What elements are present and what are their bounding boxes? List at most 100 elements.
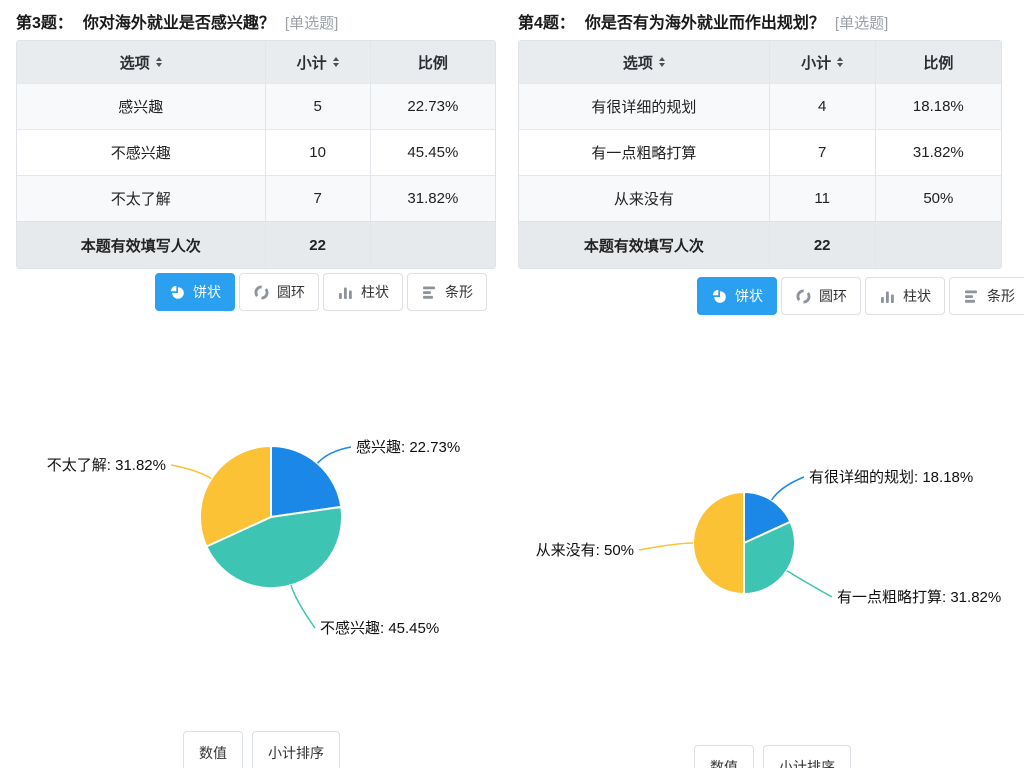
count-cell: 11 <box>769 175 876 221</box>
sort-by-count-button[interactable]: 小计排序 <box>763 745 851 768</box>
footer-empty-cell <box>370 221 495 268</box>
chart-type-buttons-q4: 饼状 圆环 柱状 条形 <box>697 277 1024 315</box>
ratio-cell: 31.82% <box>875 129 1001 175</box>
bar-chart-button[interactable]: 条形 <box>407 273 487 311</box>
table-footer-row: 本题有效填写人次 22 <box>17 221 495 268</box>
donut-chart-button[interactable]: 圆环 <box>781 277 861 315</box>
count-cell: 4 <box>769 83 876 129</box>
column-chart-button[interactable]: 柱状 <box>323 273 403 311</box>
pie-chart-q4: 有很详细的规划: 18.18% 有一点粗略打算: 31.82% 从来没有: 50% <box>536 469 1002 606</box>
donut-chart-button[interactable]: 圆环 <box>239 273 319 311</box>
question-text: 你对海外就业是否感兴趣？ <box>82 15 275 32</box>
footer-label-cell: 本题有效填写人次 <box>519 221 770 268</box>
column-chart-icon <box>339 287 352 299</box>
bar-chart-icon <box>423 286 435 299</box>
question-type-tag: [单选题] <box>284 15 339 32</box>
pie-slice-label: 不太了解: 31.82% <box>47 457 166 474</box>
values-toggle-button[interactable]: 数值 <box>694 745 754 768</box>
sort-icon[interactable] <box>332 57 339 67</box>
results-table-q4: 选项 小计 比例 有很详细的规划 4 18.18% 有一点粗略打算 7 <box>518 40 1002 269</box>
question-type-tag: [单选题] <box>834 15 889 32</box>
footer-label-cell: 本题有效填写人次 <box>17 221 266 268</box>
pie-slice-label: 有很详细的规划: 18.18% <box>809 469 973 486</box>
values-toggle-button[interactable]: 数值 <box>183 731 243 768</box>
pie-label-leader-line <box>316 446 352 464</box>
donut-icon <box>254 285 269 299</box>
column-header-label: 小计 <box>296 54 327 72</box>
ratio-cell: 22.73% <box>370 83 495 129</box>
chart-button-label: 柱状 <box>903 288 931 304</box>
bar-chart-icon <box>965 290 977 303</box>
bottom-buttons-q3: 数值 小计排序 <box>183 731 340 768</box>
table-header-row: 选项 小计 比例 <box>17 41 495 83</box>
question-number: 第4题： <box>518 15 575 32</box>
chart-button-label: 饼状 <box>735 288 763 304</box>
column-header-option[interactable]: 选项 <box>519 41 770 83</box>
table-row: 不太了解 7 31.82% <box>17 175 495 221</box>
pie-icon <box>170 285 184 299</box>
pie-slice-label: 有一点粗略打算: 31.82% <box>837 588 1001 606</box>
count-cell: 7 <box>769 129 876 175</box>
option-cell: 从来没有 <box>519 175 770 221</box>
pie-chart-button[interactable]: 饼状 <box>697 277 777 315</box>
sort-icon[interactable] <box>155 57 162 67</box>
chart-type-buttons-q3: 饼状 圆环 柱状 条形 <box>155 273 487 311</box>
table-row: 感兴趣 5 22.73% <box>17 83 495 129</box>
table-row: 有一点粗略打算 7 31.82% <box>519 129 1001 175</box>
pie-slice[interactable] <box>692 491 745 595</box>
question-3-title: 第3题： 你对海外就业是否感兴趣？ [单选题] <box>16 9 338 33</box>
chart-button-label: 圆环 <box>819 288 847 304</box>
chart-button-label: 柱状 <box>361 284 389 300</box>
question-text: 你是否有为海外就业而作出规划？ <box>584 15 825 32</box>
option-cell: 不感兴趣 <box>17 129 266 175</box>
table-row: 从来没有 11 50% <box>519 175 1001 221</box>
table-row: 有很详细的规划 4 18.18% <box>519 83 1001 129</box>
pie-slice-label: 从来没有: 50% <box>536 542 634 559</box>
question-4-table-wrap: 选项 小计 比例 有很详细的规划 4 18.18% 有一点粗略打算 7 <box>518 40 1002 269</box>
donut-icon <box>796 289 811 303</box>
pie-slice-label: 感兴趣: 22.73% <box>356 439 460 456</box>
column-header-ratio: 比例 <box>875 41 1001 83</box>
count-cell: 5 <box>265 83 371 129</box>
bar-chart-button[interactable]: 条形 <box>949 277 1024 315</box>
column-chart-button[interactable]: 柱状 <box>865 277 945 315</box>
option-cell: 不太了解 <box>17 175 266 221</box>
count-cell: 7 <box>265 175 371 221</box>
chart-button-label: 条形 <box>987 288 1015 304</box>
column-header-count[interactable]: 小计 <box>769 41 876 83</box>
pie-slice[interactable] <box>743 491 792 544</box>
column-header-label: 选项 <box>622 54 653 72</box>
option-cell: 有很详细的规划 <box>519 83 770 129</box>
table-row: 不感兴趣 10 45.45% <box>17 129 495 175</box>
sort-icon[interactable] <box>837 57 844 67</box>
ratio-cell: 50% <box>875 175 1001 221</box>
footer-count-cell: 22 <box>265 221 371 268</box>
pie-slice[interactable] <box>199 445 272 548</box>
chart-button-label: 圆环 <box>277 284 305 300</box>
bottom-buttons-q4: 数值 小计排序 <box>694 745 851 768</box>
pie-label-leader-line <box>290 584 316 629</box>
footer-count-cell: 22 <box>769 221 876 268</box>
column-header-ratio: 比例 <box>370 41 495 83</box>
option-cell: 感兴趣 <box>17 83 266 129</box>
sort-icon[interactable] <box>658 57 665 67</box>
table-header-row: 选项 小计 比例 <box>519 41 1001 83</box>
column-header-count[interactable]: 小计 <box>265 41 371 83</box>
column-chart-icon <box>881 291 894 303</box>
column-header-option[interactable]: 选项 <box>17 41 266 83</box>
pie-chart-button[interactable]: 饼状 <box>155 273 235 311</box>
pie-slice[interactable] <box>270 445 343 518</box>
column-header-label: 小计 <box>801 54 832 72</box>
pie-label-leader-line <box>638 542 694 551</box>
pie-icon <box>712 289 726 303</box>
count-cell: 10 <box>265 129 371 175</box>
pie-chart-q3: 感兴趣: 22.73% 不感兴趣: 45.45% 不太了解: 31.82% <box>47 439 460 637</box>
chart-button-label: 条形 <box>445 284 473 300</box>
chart-button-label: 饼状 <box>193 284 221 300</box>
option-cell: 有一点粗略打算 <box>519 129 770 175</box>
column-header-label: 选项 <box>119 54 150 72</box>
sort-by-count-button[interactable]: 小计排序 <box>252 731 340 768</box>
question-number: 第3题： <box>16 15 73 32</box>
pie-label-leader-line <box>786 569 833 598</box>
